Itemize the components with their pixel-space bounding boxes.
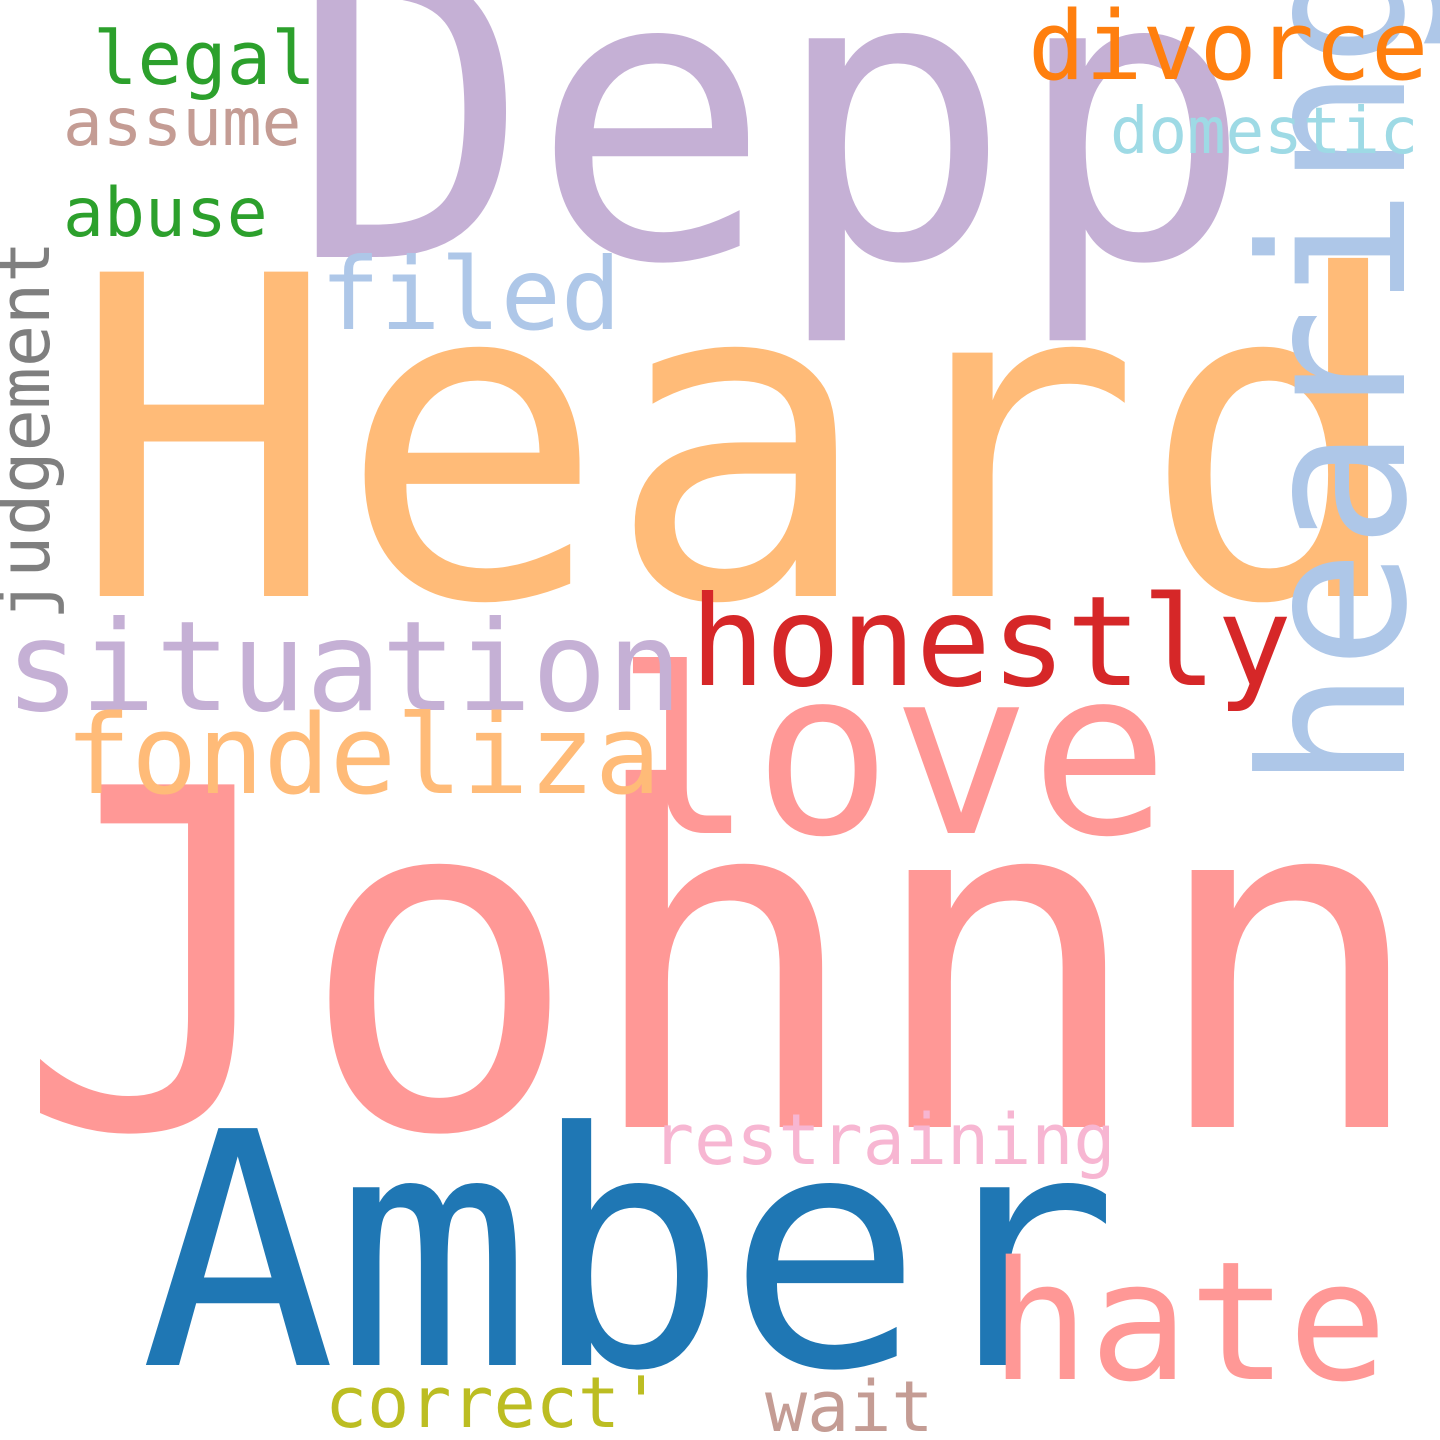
word-honestly: honestly <box>690 570 1293 715</box>
word-depp: Depp <box>290 0 1254 352</box>
word-amber: Amber <box>140 1063 1119 1440</box>
word-domestic: domestic <box>1110 95 1419 169</box>
word-situation: situation <box>5 595 683 740</box>
word-fondeliza: fondeliza <box>65 691 662 819</box>
word-hate: hate <box>990 1226 1388 1418</box>
word-legal: legal <box>93 16 316 102</box>
word-assume: assume <box>63 84 302 161</box>
word-heard: Heard <box>70 183 1410 701</box>
word-restraining: restraining <box>652 1099 1116 1181</box>
word-correct: correct' <box>325 1362 663 1440</box>
word-filed: filed <box>320 236 622 353</box>
word-wait: wait <box>765 1366 934 1440</box>
word-judgement: judgement <box>0 240 66 620</box>
word-abuse: abuse <box>63 174 268 253</box>
word-divorce: divorce <box>1028 0 1429 102</box>
word-love: love <box>615 621 1169 888</box>
word-johnny: Johnny <box>15 691 1440 1238</box>
